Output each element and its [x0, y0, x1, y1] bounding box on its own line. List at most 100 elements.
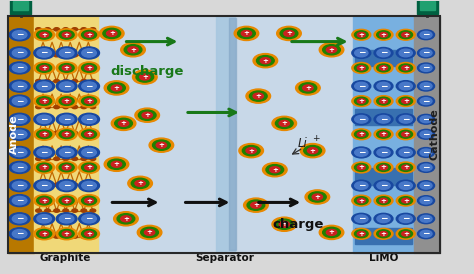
- Circle shape: [275, 219, 293, 229]
- Circle shape: [81, 28, 87, 31]
- Circle shape: [420, 50, 432, 56]
- Circle shape: [352, 47, 371, 58]
- Circle shape: [37, 148, 52, 157]
- Text: −: −: [357, 48, 365, 58]
- Circle shape: [12, 115, 27, 124]
- Circle shape: [59, 30, 74, 39]
- Circle shape: [82, 229, 97, 238]
- Circle shape: [399, 164, 412, 171]
- Text: +: +: [253, 202, 259, 208]
- Circle shape: [90, 28, 96, 31]
- Circle shape: [36, 131, 41, 135]
- Circle shape: [85, 132, 93, 137]
- Circle shape: [251, 202, 261, 208]
- Circle shape: [241, 30, 252, 36]
- Circle shape: [396, 81, 415, 92]
- Circle shape: [90, 105, 96, 109]
- Circle shape: [256, 56, 274, 66]
- Circle shape: [37, 115, 52, 124]
- Circle shape: [284, 30, 294, 36]
- Text: +: +: [255, 93, 261, 99]
- Circle shape: [266, 165, 283, 175]
- Circle shape: [399, 215, 412, 222]
- Text: −: −: [16, 130, 23, 139]
- Circle shape: [260, 58, 271, 64]
- Circle shape: [12, 163, 27, 172]
- Circle shape: [380, 132, 387, 136]
- Text: −: −: [422, 82, 430, 91]
- Circle shape: [34, 95, 55, 107]
- Circle shape: [131, 178, 149, 189]
- Bar: [353, 16, 414, 253]
- Circle shape: [399, 197, 412, 204]
- Text: −: −: [402, 82, 410, 91]
- Circle shape: [63, 105, 69, 109]
- Circle shape: [357, 132, 365, 136]
- Circle shape: [82, 49, 96, 57]
- Circle shape: [374, 114, 393, 125]
- Circle shape: [145, 229, 155, 235]
- Circle shape: [62, 165, 71, 170]
- Text: +: +: [137, 180, 143, 186]
- Circle shape: [377, 149, 390, 156]
- Text: −: −: [63, 214, 70, 223]
- Circle shape: [9, 146, 30, 158]
- Text: +: +: [305, 85, 311, 91]
- Circle shape: [36, 130, 52, 139]
- Bar: [355, 198, 412, 214]
- Circle shape: [124, 45, 142, 55]
- Text: +: +: [86, 65, 92, 71]
- Circle shape: [34, 62, 55, 74]
- Circle shape: [140, 74, 150, 80]
- Circle shape: [377, 31, 390, 39]
- Circle shape: [9, 213, 30, 225]
- Bar: [414, 16, 440, 253]
- Circle shape: [396, 129, 415, 140]
- Bar: [355, 168, 412, 185]
- Text: +: +: [358, 198, 364, 204]
- Circle shape: [62, 32, 71, 37]
- Text: −: −: [402, 181, 410, 190]
- Circle shape: [45, 54, 50, 57]
- Circle shape: [108, 83, 125, 93]
- Text: +: +: [86, 198, 92, 204]
- Bar: [355, 109, 412, 125]
- Circle shape: [244, 198, 268, 212]
- Circle shape: [79, 47, 100, 59]
- Circle shape: [418, 229, 435, 239]
- Circle shape: [104, 157, 129, 171]
- Circle shape: [45, 79, 50, 83]
- Circle shape: [54, 54, 59, 57]
- Circle shape: [308, 148, 318, 154]
- Text: +: +: [86, 131, 92, 137]
- Circle shape: [72, 209, 78, 212]
- Circle shape: [296, 81, 320, 95]
- Circle shape: [56, 228, 77, 240]
- Circle shape: [63, 157, 69, 161]
- Text: −: −: [357, 181, 365, 190]
- Text: −: −: [85, 115, 93, 124]
- Text: −: −: [380, 214, 387, 223]
- Text: +: +: [123, 216, 129, 222]
- Circle shape: [9, 80, 30, 92]
- Text: +: +: [358, 231, 364, 237]
- Text: +: +: [64, 231, 70, 237]
- Text: +: +: [381, 231, 386, 237]
- Circle shape: [9, 228, 30, 240]
- Circle shape: [103, 28, 120, 39]
- Text: −: −: [380, 148, 387, 157]
- Circle shape: [72, 235, 78, 238]
- Circle shape: [352, 96, 371, 107]
- Circle shape: [142, 112, 152, 118]
- Circle shape: [72, 28, 78, 31]
- Text: −: −: [40, 214, 48, 223]
- Circle shape: [36, 196, 52, 205]
- Circle shape: [418, 129, 435, 139]
- Text: +: +: [41, 231, 47, 237]
- Circle shape: [56, 146, 77, 158]
- Text: +: +: [114, 85, 119, 91]
- Circle shape: [34, 180, 55, 192]
- Circle shape: [79, 146, 100, 158]
- Circle shape: [9, 161, 30, 173]
- Circle shape: [246, 148, 256, 154]
